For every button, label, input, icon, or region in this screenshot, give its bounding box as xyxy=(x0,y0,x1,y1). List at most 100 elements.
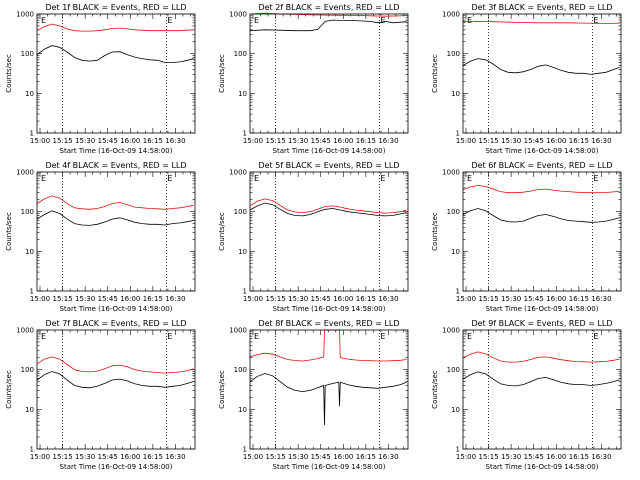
x-tick-label: 15:30 xyxy=(288,295,308,303)
x-axis-label: Start Time (16-Oct-09 14:58:00) xyxy=(486,305,599,313)
x-tick-label: 15:30 xyxy=(75,295,95,303)
panel-title: Det 5f BLACK = Events, RED = LLD xyxy=(258,161,399,170)
x-tick-label: 15:30 xyxy=(288,137,308,145)
x-tick-label: 15:45 xyxy=(524,295,544,303)
y-tick-label: 1000 xyxy=(442,11,460,19)
panel-title: Det 9f BLACK = Events, RED = LLD xyxy=(471,319,612,328)
event-marker: E xyxy=(593,16,598,25)
y-tick-label: 100 xyxy=(21,366,34,374)
panel-det-7: Det 7f BLACK = Events, RED = LLD Counts/s… xyxy=(5,319,196,471)
y-axis-label: Counts/sec xyxy=(431,370,439,409)
x-axis-label: Start Time (16-Oct-09 14:58:00) xyxy=(273,305,386,313)
x-tick-label: 16:00 xyxy=(120,137,140,145)
x-axis-label: Start Time (16-Oct-09 14:58:00) xyxy=(486,147,599,155)
y-tick-label: 100 xyxy=(447,50,460,58)
y-axis-label: Counts/sec xyxy=(431,212,439,251)
y-tick-label: 1 xyxy=(30,446,34,454)
events-line xyxy=(462,208,620,223)
x-axis-label: Start Time (16-Oct-09 14:58:00) xyxy=(273,147,386,155)
panel-title: Det 6f BLACK = Events, RED = LLD xyxy=(471,161,612,170)
x-tick-label: 16:30 xyxy=(591,453,611,461)
events-line xyxy=(249,202,407,217)
event-marker: E xyxy=(380,332,385,341)
x-tick-label: 16:30 xyxy=(591,295,611,303)
x-tick-label: 16:00 xyxy=(120,453,140,461)
plot-frame xyxy=(36,329,196,450)
y-tick-label: 10 xyxy=(451,406,460,414)
plot-frame xyxy=(249,171,409,292)
y-axis-label: Counts/sec xyxy=(218,370,226,409)
x-tick-label: 15:30 xyxy=(75,453,95,461)
x-tick-label: 16:00 xyxy=(546,453,566,461)
y-tick-label: 100 xyxy=(447,366,460,374)
x-tick-label: 15:15 xyxy=(52,137,72,145)
lld-line xyxy=(36,195,194,210)
y-tick-label: 1000 xyxy=(229,169,247,177)
x-tick-label: 16:30 xyxy=(165,453,185,461)
x-tick-label: 15:45 xyxy=(524,137,544,145)
event-marker: E xyxy=(380,16,385,25)
panel-det-2: Det 2f BLACK = Events, RED = LLD Counts/s… xyxy=(218,3,409,155)
event-marker: E xyxy=(254,332,259,341)
x-axis-label: Start Time (16-Oct-09 14:58:00) xyxy=(60,305,173,313)
panel-title: Det 1f BLACK = Events, RED = LLD xyxy=(45,3,186,12)
panel-det-5: Det 5f BLACK = Events, RED = LLD Counts/s… xyxy=(218,161,409,313)
event-marker: E xyxy=(41,174,46,183)
x-tick-label: 16:15 xyxy=(356,137,376,145)
x-tick-label: 16:00 xyxy=(333,137,353,145)
x-tick-label: 16:00 xyxy=(546,137,566,145)
event-marker: E xyxy=(254,174,259,183)
panel-title: Det 4f BLACK = Events, RED = LLD xyxy=(45,161,186,170)
event-marker: E xyxy=(167,332,172,341)
y-tick-label: 100 xyxy=(21,208,34,216)
y-tick-label: 100 xyxy=(234,50,247,58)
x-tick-label: 15:45 xyxy=(311,295,331,303)
panel-det-1: Det 1f BLACK = Events, RED = LLD Counts/s… xyxy=(5,3,196,155)
y-tick-label: 10 xyxy=(451,90,460,98)
y-tick-label: 1000 xyxy=(16,169,34,177)
lld-line xyxy=(462,351,620,363)
x-tick-label: 15:00 xyxy=(243,137,263,145)
panel-det-8: Det 8f BLACK = Events, RED = LLD Counts/s… xyxy=(218,319,409,471)
plot-frame xyxy=(36,13,196,134)
event-marker: E xyxy=(41,332,46,341)
y-tick-label: 1 xyxy=(30,288,34,296)
y-tick-label: 100 xyxy=(234,208,247,216)
x-tick-label: 15:00 xyxy=(30,453,50,461)
lld-line xyxy=(36,356,194,374)
event-marker: E xyxy=(41,16,46,25)
y-tick-label: 1000 xyxy=(442,169,460,177)
panel-det-4: Det 4f BLACK = Events, RED = LLD Counts/s… xyxy=(5,161,196,313)
panel-title: Det 7f BLACK = Events, RED = LLD xyxy=(45,319,186,328)
y-tick-label: 1000 xyxy=(16,327,34,335)
x-tick-label: 15:45 xyxy=(524,453,544,461)
x-tick-label: 16:00 xyxy=(333,295,353,303)
y-tick-label: 100 xyxy=(234,366,247,374)
panel-title: Det 8f BLACK = Events, RED = LLD xyxy=(258,319,399,328)
y-axis-label: Counts/sec xyxy=(218,54,226,93)
event-marker: E xyxy=(254,16,259,25)
y-axis-label: Counts/sec xyxy=(218,212,226,251)
x-tick-label: 15:30 xyxy=(501,137,521,145)
panel-det-6: Det 6f BLACK = Events, RED = LLD Counts/s… xyxy=(431,161,622,313)
y-axis-label: Counts/sec xyxy=(5,370,13,409)
x-tick-label: 15:30 xyxy=(501,453,521,461)
x-tick-label: 15:30 xyxy=(75,137,95,145)
x-tick-label: 15:15 xyxy=(478,453,498,461)
y-tick-label: 1000 xyxy=(442,327,460,335)
x-tick-label: 15:45 xyxy=(98,295,118,303)
events-line xyxy=(249,19,407,32)
x-tick-label: 15:00 xyxy=(243,295,263,303)
x-axis-label: Start Time (16-Oct-09 14:58:00) xyxy=(273,463,386,471)
x-axis-label: Start Time (16-Oct-09 14:58:00) xyxy=(60,463,173,471)
x-tick-label: 15:00 xyxy=(456,453,476,461)
x-axis-label: Start Time (16-Oct-09 14:58:00) xyxy=(60,147,173,155)
lld-line xyxy=(36,23,194,32)
x-tick-label: 16:15 xyxy=(143,453,163,461)
events-line xyxy=(462,371,620,387)
y-tick-label: 10 xyxy=(238,248,247,256)
x-tick-label: 15:15 xyxy=(265,295,285,303)
event-marker: E xyxy=(467,174,472,183)
y-tick-label: 1 xyxy=(243,446,247,454)
